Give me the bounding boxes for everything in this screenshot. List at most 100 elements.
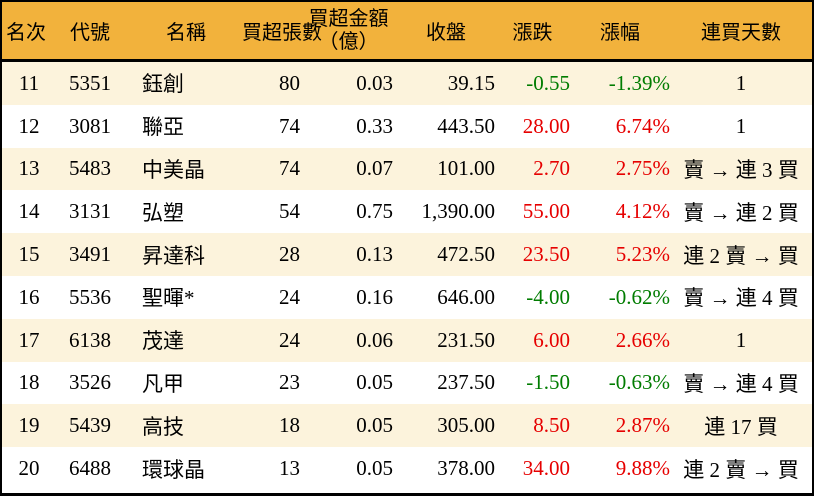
cell-name: 高技	[142, 414, 184, 439]
cell-streak: 賣 → 連 4 買	[683, 371, 799, 396]
header-amount-line2: （億）	[318, 30, 379, 53]
cell-code: 5351	[69, 70, 111, 95]
cell-pct: -0.63%	[608, 370, 670, 395]
cell-rank: 11	[18, 70, 40, 95]
table-row: 15 3491 昇達科 28 0.13 472.50 23.50 5.23% 連…	[2, 233, 812, 276]
cell-name: 中美晶	[142, 157, 205, 182]
table-row: 18 3526 凡甲 23 0.05 237.50 -1.50 -0.63% 賣…	[2, 361, 812, 405]
cell-code: 5439	[69, 413, 111, 438]
cell-close: 1,390.00	[421, 199, 496, 224]
cell-change: 6.00	[533, 327, 570, 352]
cell-pct: 2.75%	[615, 156, 670, 181]
cell-close: 472.50	[437, 242, 495, 267]
cell-amount: 0.06	[356, 327, 393, 352]
cell-pct: 4.12%	[615, 199, 670, 224]
cell-volume: 54	[279, 199, 300, 224]
cell-pct: -0.62%	[608, 284, 670, 309]
cell-rank: 12	[18, 113, 40, 138]
cell-name: 環球晶	[142, 457, 205, 482]
cell-close: 378.00	[437, 456, 495, 481]
cell-amount: 0.05	[356, 413, 393, 438]
cell-change: 55.00	[522, 199, 570, 224]
cell-pct: 2.87%	[615, 413, 670, 438]
cell-rank: 20	[18, 456, 40, 481]
cell-streak: 連 2 賣 → 買	[683, 243, 799, 268]
cell-change: 2.70	[533, 156, 570, 181]
cell-code: 3131	[69, 199, 111, 224]
cell-change: 28.00	[522, 113, 570, 138]
cell-amount: 0.16	[356, 284, 393, 309]
cell-change: 23.50	[522, 242, 570, 267]
cell-pct: 6.74%	[615, 113, 670, 138]
cell-change: 34.00	[522, 456, 570, 481]
header-change: 漲跌	[512, 22, 553, 44]
header-streak: 連買天數	[701, 22, 781, 44]
cell-name: 凡甲	[142, 371, 184, 396]
cell-change: 8.50	[533, 413, 570, 438]
cell-name: 茂達	[142, 329, 184, 354]
cell-rank: 15	[18, 242, 40, 267]
cell-volume: 74	[279, 113, 300, 138]
header-pct: 漲幅	[600, 22, 640, 44]
table-row: 19 5439 高技 18 0.05 305.00 8.50 2.87% 連 1…	[2, 404, 812, 448]
cell-name: 鈺創	[142, 72, 184, 97]
cell-rank: 17	[18, 327, 40, 352]
cell-amount: 0.05	[356, 370, 393, 395]
table-header: 名次 代號 名稱 買超張數 買超金額 （億） 收盤 漲跌 漲幅 連買天數	[2, 2, 812, 62]
cell-streak: 1	[735, 113, 747, 138]
cell-rank: 14	[18, 199, 40, 224]
cell-amount: 0.13	[356, 242, 393, 267]
cell-volume: 80	[279, 70, 300, 95]
cell-amount: 0.05	[356, 456, 393, 481]
cell-rank: 19	[18, 413, 40, 438]
cell-close: 646.00	[437, 284, 495, 309]
cell-change: -1.50	[526, 370, 570, 395]
cell-volume: 18	[279, 413, 300, 438]
cell-change: -0.55	[526, 70, 570, 95]
cell-volume: 23	[279, 370, 300, 395]
cell-name: 弘塑	[142, 200, 184, 225]
cell-volume: 13	[279, 456, 300, 481]
cell-pct: 2.66%	[615, 327, 670, 352]
table-row: 12 3081 聯亞 74 0.33 443.50 28.00 6.74% 1	[2, 104, 812, 148]
header-amount: 買超金額 （億）	[300, 8, 397, 54]
cell-name: 聖暉*	[142, 286, 195, 311]
table-row: 20 6488 環球晶 13 0.05 378.00 34.00 9.88% 連…	[2, 447, 812, 490]
cell-code: 3526	[69, 370, 111, 395]
cell-streak: 賣 → 連 2 買	[683, 200, 799, 225]
cell-rank: 13	[18, 156, 40, 181]
cell-amount: 0.07	[356, 156, 393, 181]
cell-volume: 24	[279, 327, 300, 352]
table-row: 14 3131 弘塑 54 0.75 1,390.00 55.00 4.12% …	[2, 190, 812, 234]
cell-code: 5483	[69, 156, 111, 181]
cell-code: 6488	[69, 456, 111, 481]
cell-amount: 0.75	[356, 199, 393, 224]
cell-code: 3081	[69, 113, 111, 138]
cell-close: 443.50	[437, 113, 495, 138]
header-rank: 名次	[6, 22, 46, 44]
header-code: 代號	[70, 22, 110, 44]
cell-close: 237.50	[437, 370, 495, 395]
cell-rank: 18	[18, 370, 40, 395]
cell-volume: 74	[279, 156, 300, 181]
cell-name: 聯亞	[142, 115, 184, 140]
table-row: 17 6138 茂達 24 0.06 231.50 6.00 2.66% 1	[2, 318, 812, 362]
table-row: 13 5483 中美晶 74 0.07 101.00 2.70 2.75% 賣 …	[2, 147, 812, 191]
cell-pct: 9.88%	[615, 456, 670, 481]
header-close: 收盤	[426, 22, 466, 44]
cell-streak: 賣 → 連 4 買	[683, 286, 799, 311]
cell-streak: 賣 → 連 3 買	[683, 157, 799, 182]
cell-pct: -1.39%	[608, 70, 670, 95]
cell-close: 231.50	[437, 327, 495, 352]
cell-close: 39.15	[447, 70, 495, 95]
cell-amount: 0.33	[356, 113, 393, 138]
cell-name: 昇達科	[142, 243, 205, 268]
cell-streak: 1	[735, 327, 747, 352]
cell-code: 6138	[69, 327, 111, 352]
cell-amount: 0.03	[356, 70, 393, 95]
cell-pct: 5.23%	[615, 242, 670, 267]
cell-streak: 連 2 賣 → 買	[683, 457, 799, 482]
header-name: 名稱	[166, 22, 206, 44]
header-amount-line1: 買超金額	[308, 7, 389, 30]
